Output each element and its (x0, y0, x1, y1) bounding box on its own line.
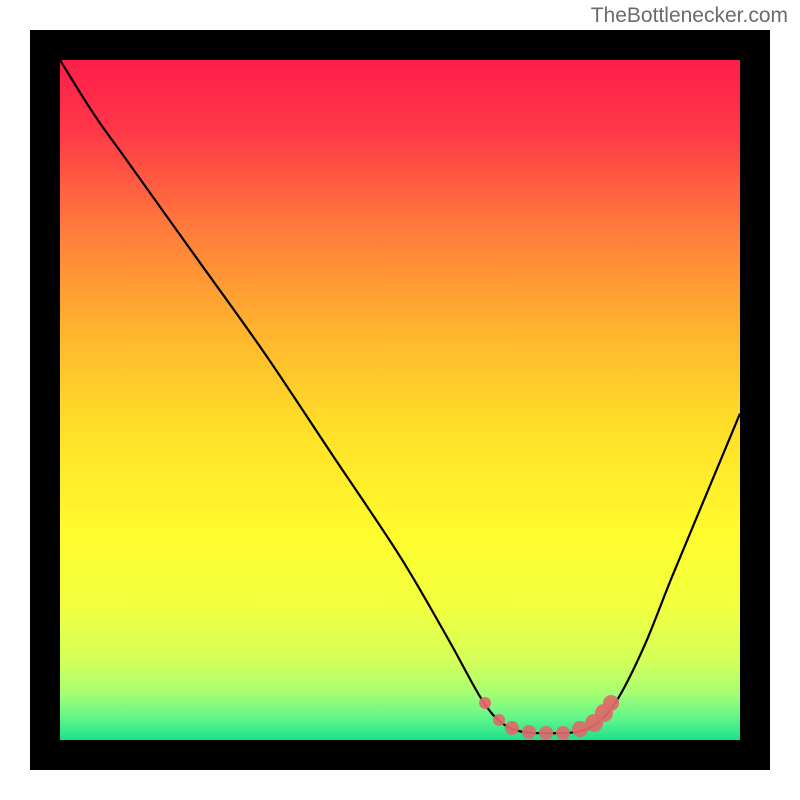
bottleneck-curve (60, 60, 740, 733)
highlight-dot (522, 725, 536, 739)
chart-frame: TheBottlenecker.com (0, 0, 800, 800)
highlight-dot (505, 721, 519, 735)
watermark-text: TheBottlenecker.com (591, 4, 788, 28)
curve-layer (60, 60, 740, 740)
plot-area (30, 30, 770, 770)
highlight-dot (479, 697, 491, 709)
highlight-dot (539, 726, 553, 740)
highlight-dot (603, 695, 619, 711)
highlight-dot (493, 714, 505, 726)
highlight-dot (556, 726, 570, 740)
